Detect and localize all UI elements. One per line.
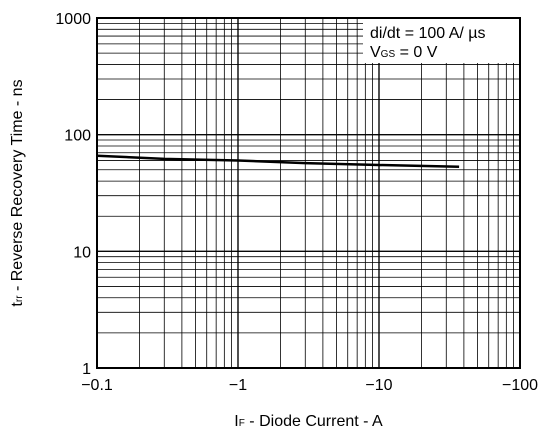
plot-frame	[96, 17, 521, 369]
annotation-background	[363, 19, 519, 63]
annotation-vgs-rest: = 0 V	[395, 44, 438, 61]
grid	[96, 17, 521, 369]
y-axis-label: trr - Reverse Recovery Time - ns	[9, 79, 26, 306]
series-group	[96, 154, 460, 169]
y-axis-label-rest: - Reverse Recovery Time - ns	[9, 79, 26, 295]
x-tick-labels: −0.1 −1 −10 −100	[81, 377, 538, 394]
x-axis-label-main: I	[234, 413, 238, 430]
annotation-vgs: VGS = 0 V	[370, 44, 438, 61]
y-tick-label: 10	[73, 244, 91, 261]
x-axis-label-rest: - Diode Current - A	[245, 413, 383, 430]
y-tick-label: 100	[64, 128, 91, 145]
y-axis-label-sub: rr	[14, 295, 25, 302]
x-tick-label: −0.1	[81, 377, 113, 394]
x-tick-label: −100	[502, 377, 538, 394]
x-tick-label: −10	[365, 377, 392, 394]
y-tick-labels: 1 10 100 1000	[55, 11, 91, 378]
annotation-vgs-sub: GS	[381, 49, 396, 60]
y-axis-label-main: t	[9, 302, 26, 307]
x-axis-label-sub: F	[239, 418, 245, 429]
y-tick-label: 1	[82, 361, 91, 378]
x-axis-label: IF - Diode Current - A	[234, 413, 383, 430]
y-tick-label: 1000	[55, 11, 91, 28]
series-line	[96, 154, 460, 169]
annotation-vgs-main: V	[370, 44, 381, 61]
x-tick-label: −1	[229, 377, 247, 394]
annotation-didt: di/dt = 100 A/ µs	[370, 25, 486, 42]
